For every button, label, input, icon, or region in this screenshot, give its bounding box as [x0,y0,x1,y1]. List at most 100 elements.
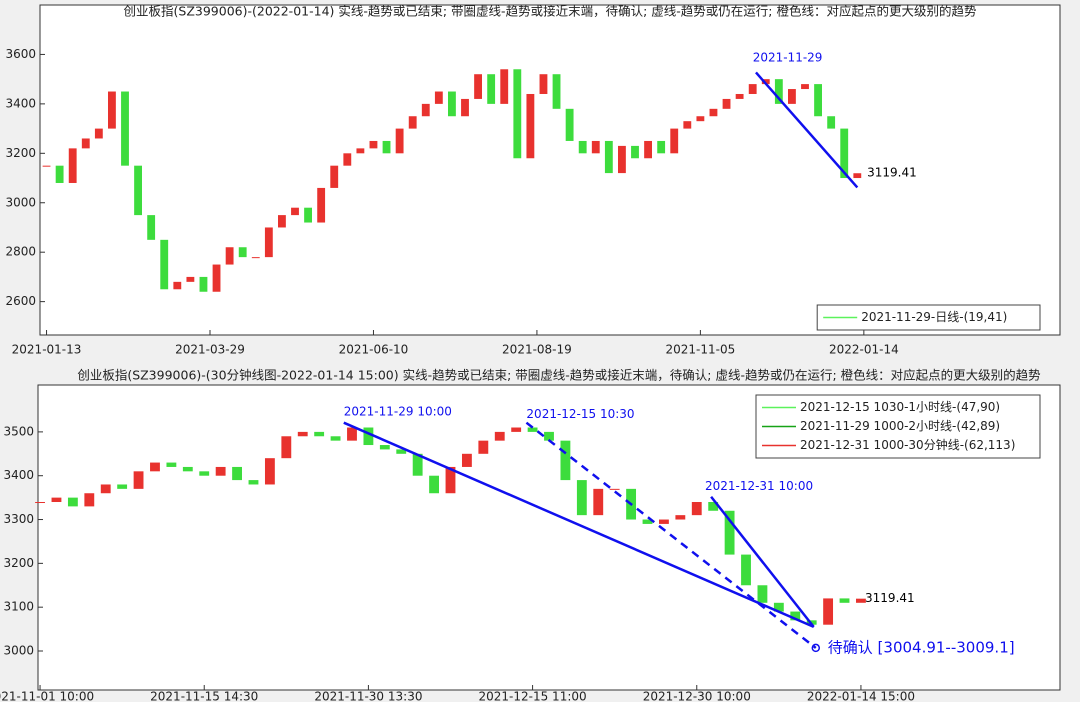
candle [709,108,718,117]
candle [839,598,850,603]
candle [68,148,77,183]
trend-line [710,495,815,628]
x-tick-label: 2021-11-30 13:30 [314,690,422,702]
chart-title: 创业板指(SZ399006)-(2022-01-14) 实线-趋势或已结束; 带… [124,4,977,19]
candle [84,493,95,507]
x-tick-label: 2021-11-01 10:00 [0,690,94,702]
candle [814,84,822,117]
annotation: 3119.41 [865,591,915,605]
candle [853,173,862,179]
candle [278,215,286,228]
candle [474,74,482,99]
legend-label: 2021-11-29-日线-(19,41) [861,310,1007,324]
candle [823,598,834,625]
candle [593,488,604,516]
y-tick-label: 3300 [3,512,34,526]
pending-marker [811,643,821,653]
y-tick-label: 2800 [5,245,36,259]
y-tick-label: 3400 [3,468,34,482]
x-tick-label: 2022-01-14 [829,343,899,357]
candle [160,239,169,290]
candle [675,515,686,520]
candle [199,276,208,292]
candle [741,554,751,586]
candle [511,427,522,432]
candle [238,247,247,258]
candle [304,207,312,223]
trend-line [755,71,859,189]
candle [212,264,221,292]
candle [691,502,702,516]
annotation: 2021-11-29 10:00 [344,405,452,419]
candle [356,148,365,154]
x-tick-label: 2022-01-14 15:00 [807,690,915,702]
candle [396,449,407,454]
candle [591,140,600,154]
y-tick-label: 3000 [3,643,34,657]
candle [408,116,417,129]
x-tick-label: 2021-12-15 11:00 [479,690,587,702]
plot-area [39,4,1061,336]
candle [748,84,757,94]
candle [232,466,242,481]
x-tick-label: 2021-06-10 [339,343,409,357]
x-tick-label: 2021-12-30 10:00 [643,690,751,702]
candle [379,445,390,450]
candle [382,140,391,154]
candle [317,187,326,223]
annotation: 2021-11-29 [753,51,823,65]
candle [856,598,866,603]
candle [297,431,308,437]
candle [248,480,259,485]
candle [604,140,613,174]
candle [448,91,456,117]
candle [281,436,292,459]
candle [330,165,339,188]
candle [526,93,535,159]
candle [108,91,116,129]
candle [840,128,849,179]
candle [609,488,620,490]
candle [788,89,796,104]
candle [560,440,571,481]
candle [42,165,51,167]
annotation: 3119.41 [867,166,917,180]
y-tick-label: 3200 [5,146,36,160]
candle [121,91,129,166]
candle [774,79,783,104]
candle [757,585,768,603]
candle [801,84,809,90]
candle [478,440,489,454]
x-tick-label: 2021-03-29 [175,343,245,357]
candle [117,484,128,489]
y-tick-label: 3500 [3,424,34,438]
trend-line [343,421,815,629]
candle [500,69,509,104]
trend-line [525,421,817,649]
candle [67,497,78,507]
candle [670,128,679,154]
candle [724,510,735,555]
candle [51,497,62,503]
candle [618,145,626,174]
candle [735,93,744,99]
x-tick-label: 2021-08-19 [502,343,572,357]
candle [147,215,156,240]
y-tick-label: 3000 [5,195,36,209]
legend-label: 2021-11-29 1000-2小时线-(42,89) [800,419,1000,433]
y-tick-label: 3100 [3,600,34,614]
legend-label: 2021-12-15 1030-1小时线-(47,90) [800,400,1000,414]
chart-title: 创业板指(SZ399006)-(30分钟线图-2022-01-14 15:00)… [77,368,1041,383]
candle [264,458,275,485]
candle [790,611,801,621]
candle [429,475,440,494]
candle [133,471,144,489]
candle [182,466,193,472]
candle [199,471,210,476]
candle [696,116,705,122]
candle [35,502,45,504]
candle [55,165,64,183]
candle [291,207,299,216]
candle [100,484,111,494]
